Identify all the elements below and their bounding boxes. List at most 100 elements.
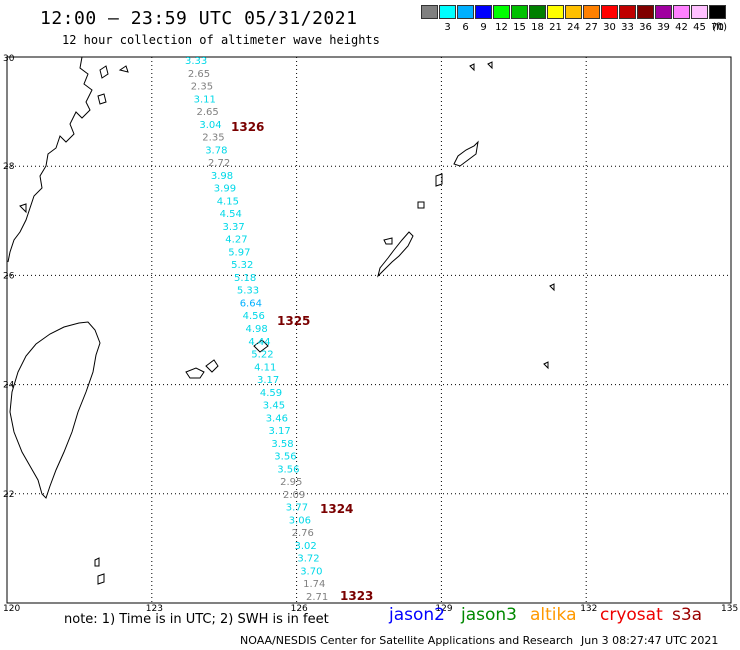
iriomote-coast: [205, 359, 219, 373]
color-scale-swatch: [511, 5, 528, 19]
color-scale-swatch: [691, 5, 708, 19]
wave-height-value: 3.72: [297, 554, 319, 565]
color-scale-label: 15: [513, 22, 526, 33]
map-title: 12:00 — 23:59 UTC 05/31/2021: [40, 8, 358, 29]
wave-height-value: 3.06: [289, 515, 311, 526]
wave-height-value: 4.15: [217, 196, 239, 207]
taiwan-coast: [9, 321, 101, 499]
map-grid: [7, 57, 731, 603]
footer-note: note: 1) Time is in UTC; 2) SWH is in fe…: [64, 612, 329, 627]
wave-height-value: 5.97: [228, 247, 250, 258]
pass-number-1325: 1325: [277, 314, 310, 328]
wave-height-value: 4.98: [246, 324, 268, 335]
color-scale-label: 24: [567, 22, 580, 33]
map-frame: [6, 56, 732, 604]
color-scale-swatch: [439, 5, 456, 19]
color-scale-swatch: [547, 5, 564, 19]
wave-height-value: 4.44: [248, 337, 270, 348]
color-scale-swatch: [421, 5, 438, 19]
wave-height-value: 5.22: [251, 350, 273, 361]
pass-number-1324: 1324: [320, 502, 353, 516]
wave-height-value: 3.78: [205, 145, 227, 156]
color-scale-label: 9: [480, 22, 487, 33]
footer-generated-time: Jun 3 08:27:47 UTC 2021: [581, 634, 719, 647]
color-scale-swatch: [457, 5, 474, 19]
wave-height-value: 2.35: [202, 133, 224, 144]
wave-height-value: 3.99: [214, 184, 236, 195]
axis-ticks: 120 123 126 129 132 135 30 28 26 24 22: [3, 54, 738, 614]
color-scale-swatch: [565, 5, 582, 19]
longitude-tick-label: 126: [291, 604, 308, 614]
color-scale-label: 12: [495, 22, 508, 33]
wave-height-value: 3.45: [263, 401, 285, 412]
color-scale-label: 3: [444, 22, 451, 33]
okinawa-island: [383, 237, 393, 245]
amami-coast: [453, 140, 479, 167]
wave-height-value: 3.70: [300, 567, 322, 578]
color-scale-label: 39: [657, 22, 670, 33]
color-scale-swatch: [529, 5, 546, 19]
wave-height-value: 3.56: [277, 464, 299, 475]
color-scale-label: 36: [639, 22, 652, 33]
tokara-island: [469, 63, 475, 72]
satellite-legend-s3a: s3a: [672, 605, 703, 625]
wave-height-value: 4.59: [260, 388, 282, 399]
wave-height-value: 1.74: [303, 579, 325, 590]
map-subtitle: 12 hour collection of altimeter wave hei…: [62, 33, 380, 47]
color-scale-swatch: [619, 5, 636, 19]
wave-height-value: 4.11: [254, 362, 276, 373]
batanes-island: [94, 557, 100, 567]
amami-island: [417, 201, 425, 209]
latitude-tick-label: 28: [3, 162, 15, 172]
wave-height-value: 3.98: [211, 171, 233, 182]
color-scale-swatch: [583, 5, 600, 19]
color-scale-label: 70: [711, 22, 724, 33]
color-scale-label: 6: [462, 22, 469, 33]
wave-height-value: 3.04: [199, 120, 221, 131]
color-scale-swatch: [655, 5, 672, 19]
color-scale-label: 45: [693, 22, 706, 33]
altimeter-track: 3.332.652.353.112.653.042.353.782.723.98…: [185, 56, 328, 603]
tokara-island: [487, 61, 493, 70]
china-island: [97, 93, 107, 105]
daito-island: [549, 283, 555, 292]
color-scale-label: 27: [585, 22, 598, 33]
coastlines: [7, 56, 555, 585]
longitude-tick-label: 132: [580, 604, 597, 614]
wave-height-value: 5.32: [231, 260, 253, 271]
color-scale-swatch: [673, 5, 690, 19]
latitude-tick-label: 24: [3, 381, 15, 391]
color-scale-unit: (ft): [712, 22, 728, 33]
color-scale-label: 42: [675, 22, 688, 33]
wave-height-value: 2.76: [292, 528, 314, 539]
wave-height-value: 2.95: [280, 477, 302, 488]
daito-island: [543, 361, 549, 370]
color-scale-label: 33: [621, 22, 634, 33]
miyako-coast: [253, 339, 269, 353]
color-scale-swatch: [493, 5, 510, 19]
wave-height-value: 3.77: [286, 503, 308, 514]
wave-height-value: 3.17: [257, 375, 279, 386]
satellite-legend-jason2: jason2: [389, 605, 445, 625]
satellite-legend-cryosat: cryosat: [600, 605, 663, 625]
color-scale-swatch: [475, 5, 492, 19]
wave-height-value: 4.54: [220, 209, 242, 220]
wave-height-value: 2.71: [306, 592, 328, 603]
china-coast: [7, 56, 93, 263]
satellite-legend-altika: altika: [530, 605, 577, 625]
color-scale-swatch: [601, 5, 618, 19]
wave-height-value: 2.65: [188, 69, 210, 80]
wave-height-value: 3.56: [274, 452, 296, 463]
wave-height-value: 4.56: [243, 311, 265, 322]
wave-height-value: 3.58: [271, 439, 293, 450]
china-island: [99, 65, 109, 79]
wave-height-value: 3.46: [266, 413, 288, 424]
footer-organization: NOAA/NESDIS Center for Satellite Applica…: [240, 634, 574, 647]
china-island: [19, 203, 27, 214]
wave-height-value: 5.18: [234, 273, 256, 284]
wave-height-value: 5.33: [237, 286, 259, 297]
ishigaki-coast: [185, 367, 205, 379]
pass-number-1326: 1326: [231, 120, 264, 134]
latitude-tick-label: 26: [3, 271, 15, 281]
wave-height-value: 3.33: [185, 56, 207, 67]
